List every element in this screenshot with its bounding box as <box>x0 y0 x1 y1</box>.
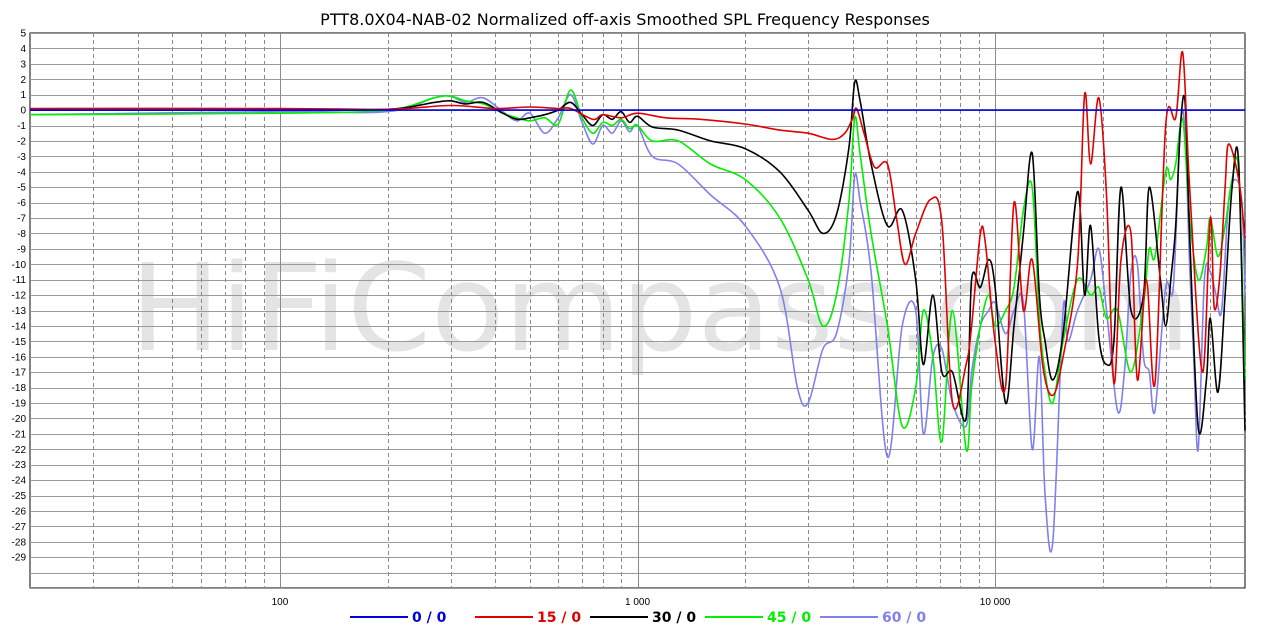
y-tick-label: -27 <box>12 522 27 533</box>
series-line-45-0 <box>29 89 1246 453</box>
y-tick-label: 4 <box>20 44 26 55</box>
legend-label: 0 / 0 <box>412 610 447 626</box>
y-tick-label: -22 <box>12 445 27 456</box>
y-tick-label: -16 <box>12 352 27 363</box>
x-tick-label: 1 000 <box>625 597 650 608</box>
y-tick-label: -13 <box>12 306 27 317</box>
y-tick-label: -11 <box>12 275 26 286</box>
y-tick-label: -10 <box>12 260 27 271</box>
series-line-15-0 <box>29 50 1246 411</box>
y-tick-label: -21 <box>12 429 27 440</box>
y-tick-label: 1 <box>20 90 26 101</box>
y-tick-label: 3 <box>20 59 26 70</box>
y-tick-label: -3 <box>17 152 26 163</box>
chart-title: PTT8.0X04-NAB-02 Normalized off-axis Smo… <box>320 10 930 29</box>
y-tick-label: -28 <box>12 537 27 548</box>
y-tick-label: -23 <box>12 460 27 471</box>
y-tick-label: -4 <box>17 167 26 178</box>
x-tick-label: 100 <box>272 597 289 608</box>
y-tick-label: -2 <box>17 136 26 147</box>
y-tick-label: -15 <box>12 337 27 348</box>
y-tick-label: -20 <box>12 414 27 425</box>
y-tick-label: -1 <box>17 121 26 132</box>
legend-label: 30 / 0 <box>652 610 696 626</box>
y-tick-label: 0 <box>20 106 26 117</box>
y-tick-label: -18 <box>12 383 27 394</box>
y-tick-label: -6 <box>17 198 26 209</box>
y-tick-label: -9 <box>17 244 26 255</box>
plot-area: HiFiCompass.com543210-1-2-3-4-5-6-7-8-9-… <box>12 29 1246 608</box>
y-tick-label: -12 <box>12 291 27 302</box>
legend: 0 / 0 15 / 0 30 / 0 45 / 0 60 / 0 <box>350 610 926 626</box>
y-tick-label: 5 <box>20 29 26 40</box>
y-tick-label: -14 <box>12 321 27 332</box>
legend-label: 45 / 0 <box>767 610 811 626</box>
y-tick-label: -24 <box>12 476 27 487</box>
legend-label: 15 / 0 <box>537 610 581 626</box>
y-tick-label: -7 <box>17 214 26 225</box>
y-tick-label: -5 <box>17 183 26 194</box>
y-tick-label: -25 <box>12 491 27 502</box>
y-tick-label: -26 <box>12 506 27 517</box>
y-tick-label: -8 <box>17 229 26 240</box>
y-tick-label: 2 <box>20 75 26 86</box>
y-tick-label: -17 <box>12 368 27 379</box>
y-tick-label: -19 <box>12 399 27 410</box>
legend-label: 60 / 0 <box>882 610 926 626</box>
x-tick-label: 10 000 <box>980 597 1011 608</box>
y-tick-label: -29 <box>12 553 27 564</box>
